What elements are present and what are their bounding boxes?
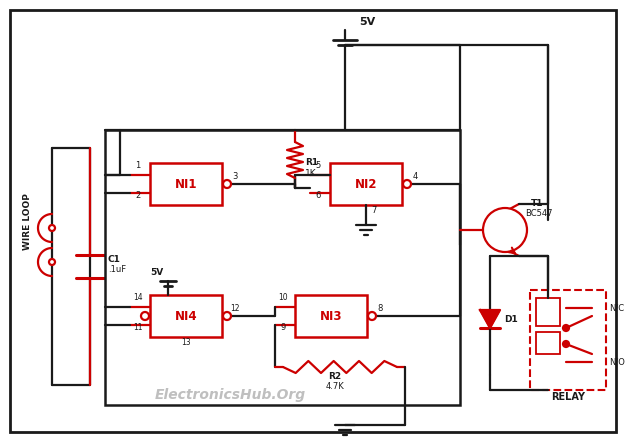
Circle shape xyxy=(368,312,376,320)
Text: R1: R1 xyxy=(305,158,318,167)
Text: 5: 5 xyxy=(316,161,321,170)
Polygon shape xyxy=(480,310,500,328)
Bar xyxy=(150,295,222,337)
Text: 11: 11 xyxy=(133,323,143,332)
Text: 4: 4 xyxy=(413,172,418,181)
Text: 10: 10 xyxy=(278,293,288,302)
Text: 2: 2 xyxy=(135,191,141,200)
Text: NI1: NI1 xyxy=(175,178,197,191)
Circle shape xyxy=(483,208,527,252)
Text: N/C: N/C xyxy=(609,304,624,312)
Text: WIRE LOOP: WIRE LOOP xyxy=(23,194,31,251)
Bar xyxy=(105,130,460,405)
Circle shape xyxy=(403,180,411,188)
Bar xyxy=(330,163,402,205)
Circle shape xyxy=(49,259,55,265)
Text: ElectronicsHub.Org: ElectronicsHub.Org xyxy=(155,388,305,402)
Text: NI2: NI2 xyxy=(355,178,377,191)
Text: N/O: N/O xyxy=(609,358,625,366)
Circle shape xyxy=(563,325,569,331)
Circle shape xyxy=(141,312,149,320)
Text: 1: 1 xyxy=(135,161,141,170)
Circle shape xyxy=(49,225,55,231)
Text: NI3: NI3 xyxy=(320,309,342,323)
Circle shape xyxy=(223,180,231,188)
Text: 6: 6 xyxy=(316,191,321,200)
Text: 1K: 1K xyxy=(305,169,317,178)
Text: .1uF: .1uF xyxy=(108,264,126,274)
Bar xyxy=(295,295,367,337)
Text: T1: T1 xyxy=(531,199,543,208)
Bar xyxy=(536,332,560,354)
Text: D1: D1 xyxy=(504,316,518,324)
Text: BC547: BC547 xyxy=(525,209,553,218)
Text: R2: R2 xyxy=(329,372,342,381)
Text: 4.7K: 4.7K xyxy=(326,382,344,391)
Text: 8: 8 xyxy=(377,304,382,313)
Text: 14: 14 xyxy=(133,293,143,302)
Text: 13: 13 xyxy=(181,338,191,347)
Text: 5V: 5V xyxy=(150,268,163,277)
Text: 7: 7 xyxy=(371,206,377,215)
Bar xyxy=(530,290,606,390)
Text: NI4: NI4 xyxy=(175,309,197,323)
Circle shape xyxy=(563,341,569,347)
Text: 9: 9 xyxy=(280,323,285,332)
Text: 3: 3 xyxy=(232,172,238,181)
Circle shape xyxy=(223,312,231,320)
Text: RELAY: RELAY xyxy=(551,392,585,402)
Text: 12: 12 xyxy=(230,304,240,313)
Text: 5V: 5V xyxy=(359,17,375,27)
Text: C1: C1 xyxy=(108,255,121,263)
Bar xyxy=(150,163,222,205)
Bar xyxy=(536,298,560,326)
